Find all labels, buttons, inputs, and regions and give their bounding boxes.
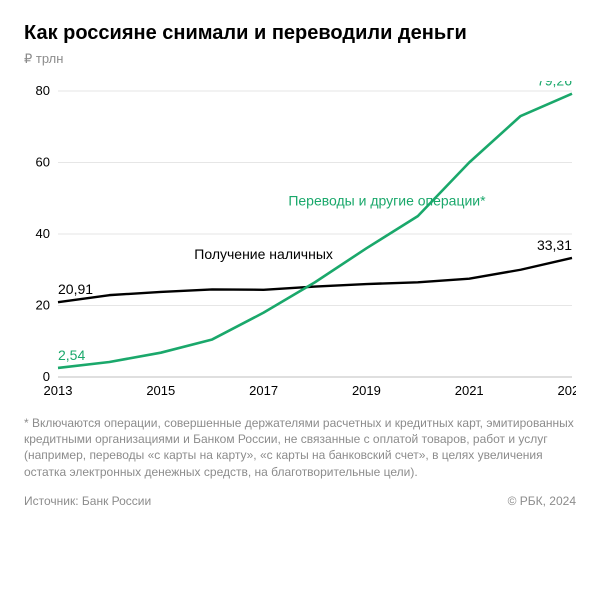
line-chart: 0 20 40 60 80 2013 2015 2017 2019 2021 2023 20,91 33… — [24, 81, 576, 401]
y-tick-label: 80 — [36, 83, 50, 98]
chart-footnote: * Включаются операции, совершенные держа… — [24, 415, 576, 480]
y-tick-label: 20 — [36, 298, 50, 313]
series-transfers — [58, 94, 572, 368]
y-tick-label: 40 — [36, 226, 50, 241]
x-tick-label: 2013 — [44, 383, 73, 398]
series-cash-start-label: 20,91 — [58, 281, 93, 297]
x-tick-label: 2015 — [146, 383, 175, 398]
y-tick-label: 0 — [43, 369, 50, 384]
chart-svg: 0 20 40 60 80 2013 2015 2017 2019 2021 2023 20,91 33… — [24, 81, 576, 401]
credit-label: © РБК, 2024 — [508, 494, 576, 508]
y-axis-unit: ₽ трлн — [24, 51, 576, 67]
x-tick-label: 2017 — [249, 383, 278, 398]
source-label: Источник: Банк России — [24, 494, 151, 508]
chart-title: Как россияне снимали и переводили деньги — [24, 22, 576, 45]
series-cash-end-label: 33,31 — [537, 237, 572, 253]
series-cash-label: Получение наличных — [194, 246, 333, 262]
y-tick-label: 60 — [36, 155, 50, 170]
series-transfers-end-label: 79,26 — [537, 81, 572, 89]
x-tick-label: 2021 — [455, 383, 484, 398]
x-tick-label: 2019 — [352, 383, 381, 398]
series-transfers-start-label: 2,54 — [58, 347, 85, 363]
x-tick-label: 2023 — [558, 383, 576, 398]
series-cash — [58, 258, 572, 302]
series-transfers-label: Переводы и другие операции* — [288, 192, 486, 208]
